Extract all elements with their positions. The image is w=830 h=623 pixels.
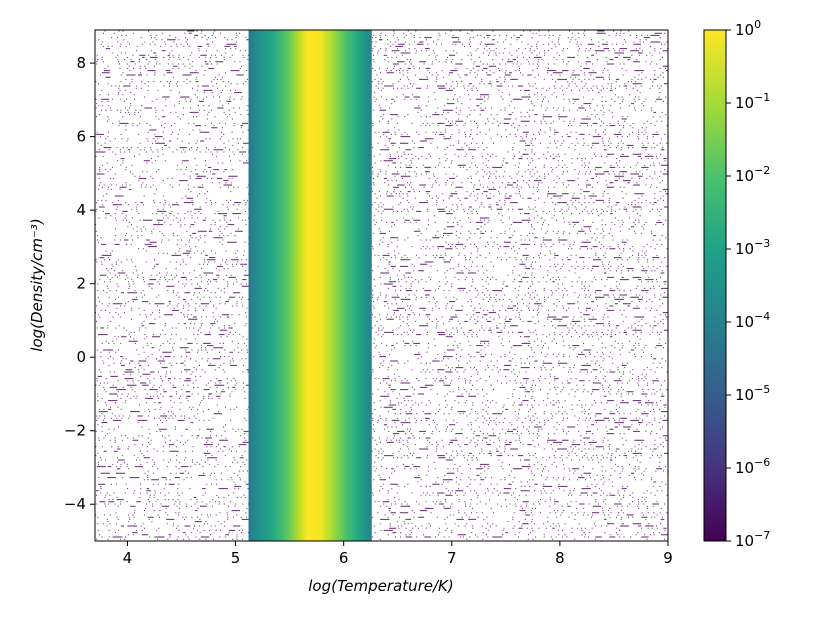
colorbar-tick-label: 10−4 — [735, 310, 770, 331]
noise-dots — [371, 30, 668, 540]
y-tick-label: 4 — [76, 201, 86, 219]
x-axis-label: log(Temperature/K) — [308, 577, 454, 595]
colorbar-fill — [703, 29, 727, 542]
x-tick-label: 6 — [339, 549, 349, 567]
colorbar-tick-label: 10−7 — [735, 529, 770, 550]
y-tick-label: −4 — [64, 495, 86, 513]
colorbar: 10−7 10−6 10−5 10−4 10−3 10−2 10−1 100 — [703, 18, 770, 550]
x-tick-label: 5 — [231, 549, 241, 567]
colorbar-tick-label: 10−1 — [735, 91, 770, 112]
x-tick-label: 9 — [663, 549, 673, 567]
colorbar-tick-label: 10−2 — [735, 164, 770, 185]
colorbar-tick-label: 100 — [735, 18, 761, 39]
colorbar-tick-label: 10−5 — [735, 383, 770, 404]
colorbar-tick-label: 10−6 — [735, 456, 770, 477]
heatmap-band-rect — [248, 30, 372, 541]
colorbar-ticks: 10−7 10−6 10−5 10−4 10−3 10−2 10−1 100 — [726, 18, 770, 550]
y-tick-label: 2 — [76, 275, 86, 293]
noise-dots — [95, 30, 258, 540]
y-axis: −4 −2 0 2 4 6 8 — [64, 54, 95, 513]
x-tick-label: 4 — [123, 549, 133, 567]
heatmap-band — [248, 30, 372, 541]
y-tick-label: 0 — [76, 348, 86, 366]
colorbar-tick-label: 10−3 — [735, 237, 770, 258]
noise-region-1 — [371, 30, 668, 540]
y-tick-label: −2 — [64, 422, 86, 440]
y-tick-label: 8 — [76, 54, 86, 72]
x-axis: 4 5 6 7 8 9 — [123, 541, 673, 567]
x-tick-label: 7 — [447, 549, 457, 567]
y-tick-label: 6 — [76, 128, 86, 146]
plot-frame — [94, 29, 669, 542]
background-noise — [95, 30, 668, 540]
y-axis-label: log(Density/cm⁻³) — [28, 218, 46, 351]
noise-region-0 — [95, 30, 258, 540]
x-tick-label: 8 — [555, 549, 565, 567]
